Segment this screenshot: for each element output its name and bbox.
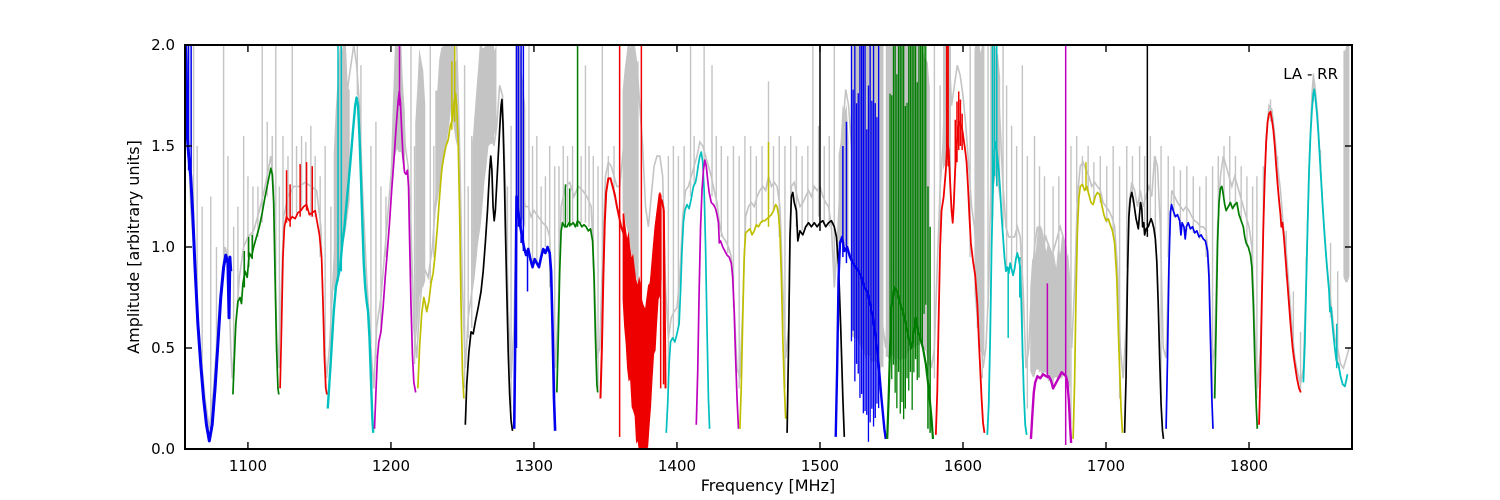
subband-bandpass-curve xyxy=(1165,203,1214,429)
gray-noise-block xyxy=(1030,225,1071,391)
y-tick-label: 0.0 xyxy=(151,440,175,458)
y-tick-label: 0.5 xyxy=(151,339,175,357)
subband-bandpass-curve xyxy=(739,203,787,429)
subband-bandpass-curve xyxy=(695,159,740,429)
subband-bandpass-curve xyxy=(599,177,667,399)
x-tick-label: 1400 xyxy=(658,457,696,475)
subband-bandpass-curve xyxy=(1258,110,1302,425)
subband-bandpass-curve xyxy=(326,96,375,433)
gray-raw-bandpass-trace xyxy=(185,45,1350,429)
subband-bandpass-curve xyxy=(373,90,417,429)
x-tick-label: 1300 xyxy=(515,457,553,475)
x-tick-label: 1200 xyxy=(372,457,410,475)
x-tick-label: 1800 xyxy=(1230,457,1268,475)
station-polarization-annotation: LA - RR xyxy=(1283,65,1338,83)
y-axis-label: Amplitude [arbitrary units] xyxy=(124,140,143,354)
subband-bandpass-curve xyxy=(665,151,711,433)
x-axis-label: Frequency [MHz] xyxy=(701,476,835,495)
subband-bandpass-curve xyxy=(1029,371,1073,444)
gray-noise-block xyxy=(1343,45,1350,283)
subband-bandpass-curve xyxy=(464,98,514,431)
x-tick-label: 1500 xyxy=(801,457,839,475)
subband-bandpass-curve xyxy=(1213,185,1259,429)
subband-bandpass-curve xyxy=(834,235,887,440)
subband-bandpass-curve xyxy=(1072,183,1124,439)
subband-bandpass-curve xyxy=(279,203,328,395)
subband-bandpass-curve xyxy=(886,286,935,439)
x-tick-label: 1600 xyxy=(944,457,982,475)
x-tick-label: 1700 xyxy=(1087,457,1125,475)
y-tick-label: 1.5 xyxy=(151,137,175,155)
subband-bandpass-curve xyxy=(232,167,280,395)
x-tick-label: 1100 xyxy=(229,457,267,475)
subband-bandpass-curve xyxy=(416,92,465,399)
subband-bandpass-curve xyxy=(1302,88,1349,388)
y-tick-label: 2.0 xyxy=(151,36,175,54)
y-tick-label: 1.0 xyxy=(151,238,175,256)
subband-bandpass-curve xyxy=(185,45,233,443)
subband-bandpass-curve xyxy=(786,191,846,437)
subband-bandpass-curve xyxy=(1123,191,1165,440)
